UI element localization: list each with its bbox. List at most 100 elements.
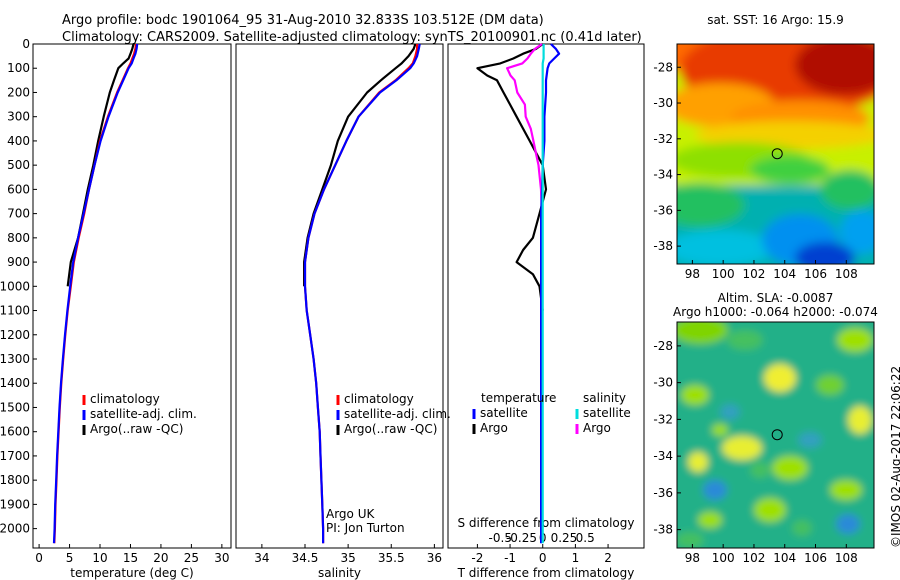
sst-map-panel: 98 100 102 104 106 108 -28 -30 -32 -34 -36 -38 sat. … bbox=[653, 13, 875, 281]
argo-location-marker bbox=[771, 429, 783, 441]
sst-color-patch bbox=[677, 183, 745, 227]
x-top-tick-label: -0.25 bbox=[506, 531, 537, 545]
argo-salinity-diff-line bbox=[506, 43, 544, 311]
legend-label: Argo(..raw -QC) bbox=[344, 422, 437, 436]
climatology-temperature-line bbox=[53, 43, 138, 544]
y-tick-label: -30 bbox=[653, 376, 673, 390]
x-tick-label: 35 bbox=[340, 551, 355, 565]
difference-panel: -2 -1 0 1 2-0.5-0.25 0 0.250.5S difference fro… bbox=[447, 43, 645, 580]
sla-color-patch bbox=[727, 330, 763, 350]
sst-field-blur bbox=[677, 44, 874, 264]
x-axis-title-top: S difference from climatology bbox=[458, 516, 635, 530]
sla-color-patch bbox=[754, 498, 786, 522]
legend-label: satellite-adj. clim. bbox=[90, 407, 197, 421]
x-tick-label: 30 bbox=[214, 551, 229, 565]
x-axis-title: temperature (deg C) bbox=[70, 566, 193, 580]
satellite-salinity-diff-line bbox=[541, 44, 545, 544]
x-tick-label: 106 bbox=[804, 551, 827, 565]
sla-color-patch bbox=[677, 532, 704, 548]
y-tick-label: -36 bbox=[653, 203, 673, 217]
y-tick-label: 300 bbox=[7, 110, 30, 124]
sla-color-patch bbox=[816, 375, 844, 395]
sla-color-patch bbox=[703, 480, 727, 500]
x-tick-label: 2 bbox=[604, 551, 612, 565]
x-tick-label: 102 bbox=[743, 267, 766, 281]
sst-color-patch bbox=[820, 170, 874, 210]
x-tick-label: 104 bbox=[773, 551, 796, 565]
y-tick-label: 800 bbox=[7, 231, 30, 245]
sla-color-patch bbox=[798, 432, 822, 448]
sla-map-panel: 98 100 102 104 106 108 -28 -30 -32 -34 -36 -38 Altim… bbox=[653, 291, 878, 565]
y-tick-label: 900 bbox=[7, 255, 30, 269]
sst-color-patch bbox=[795, 242, 855, 264]
legend-label: satellite bbox=[583, 406, 631, 420]
sst-color-patch bbox=[840, 210, 874, 254]
y-tick-label: -28 bbox=[653, 339, 673, 353]
sla-field-blur bbox=[677, 322, 874, 548]
float-annotation: PI: Jon Turton bbox=[326, 521, 405, 535]
y-tick-label: 1400 bbox=[0, 376, 30, 390]
legend-label: Argo bbox=[583, 421, 611, 435]
x-tick-label: -2 bbox=[471, 551, 483, 565]
x-tick-label: 34 bbox=[254, 551, 269, 565]
argo-location-marker bbox=[771, 148, 783, 160]
y-tick-label: -30 bbox=[653, 96, 673, 110]
y-tick-label: -32 bbox=[653, 412, 673, 426]
y-tick-label: 1700 bbox=[0, 449, 30, 463]
plot-frame bbox=[32, 43, 232, 549]
y-tick-label: -28 bbox=[653, 60, 673, 74]
satellite-adj-temperature-line bbox=[52, 43, 139, 544]
sla-map-title-line-2: Argo h1000: -0.064 h2000: -0.074 bbox=[673, 305, 878, 319]
x-tick-label: 98 bbox=[685, 551, 700, 565]
y-tick-label: 1900 bbox=[0, 497, 30, 511]
x-tick-label: 0 bbox=[35, 551, 43, 565]
y-tick-label: -36 bbox=[653, 486, 673, 500]
title-line-2: Climatology: CARS2009. Satellite-adjuste… bbox=[62, 30, 642, 45]
legend-label: Argo bbox=[480, 421, 508, 435]
x-tick-label: 36 bbox=[427, 551, 442, 565]
legend-label: Argo(..raw -QC) bbox=[90, 422, 183, 436]
satellite-adj-salinity-line bbox=[303, 43, 421, 544]
map-frame bbox=[676, 43, 875, 265]
sla-color-patch bbox=[681, 385, 709, 405]
x-axis-title: T difference from climatology bbox=[457, 566, 635, 580]
y-tick-label: 0 bbox=[22, 37, 30, 51]
x-top-tick-label: 0.5 bbox=[576, 531, 595, 545]
x-tick-label: 102 bbox=[743, 551, 766, 565]
y-tick-label: -32 bbox=[653, 132, 673, 146]
x-tick-label: 20 bbox=[153, 551, 168, 565]
x-tick-label: 5 bbox=[66, 551, 74, 565]
sst-color-patch bbox=[750, 156, 830, 184]
x-tick-label: 104 bbox=[773, 267, 796, 281]
legend-label: satellite-adj. clim. bbox=[344, 407, 451, 421]
sst-color-patch bbox=[677, 230, 775, 264]
x-tick-label: 100 bbox=[712, 267, 735, 281]
x-tick-label: 108 bbox=[835, 267, 858, 281]
sst-map-title: sat. SST: 16 Argo: 15.9 bbox=[707, 13, 844, 27]
y-tick-label: -34 bbox=[653, 168, 673, 182]
legend-title-temperature: temperature bbox=[481, 391, 556, 405]
map-frame bbox=[676, 321, 875, 549]
x-top-tick-label: 0.25 bbox=[551, 531, 578, 545]
x-tick-label: 15 bbox=[123, 551, 138, 565]
sla-map-title-line-1: Altim. SLA: -0.0087 bbox=[718, 291, 834, 305]
argo-temperature-diff-line bbox=[476, 43, 548, 311]
x-tick-label: -1 bbox=[504, 551, 516, 565]
sst-field bbox=[677, 44, 874, 264]
y-tick-label: 1100 bbox=[0, 304, 30, 318]
y-tick-label: 1200 bbox=[0, 328, 30, 342]
x-axis-title: salinity bbox=[318, 566, 361, 580]
y-tick-label: 1500 bbox=[0, 400, 30, 414]
argo-salinity-line bbox=[303, 43, 417, 287]
sla-color-patch bbox=[830, 480, 862, 500]
y-tick-label: 100 bbox=[7, 61, 30, 75]
sla-color-patch bbox=[720, 404, 740, 420]
sla-color-patch bbox=[792, 520, 812, 536]
y-tick-label: 400 bbox=[7, 134, 30, 148]
x-top-tick-label: -0.5 bbox=[489, 531, 512, 545]
sla-color-patch bbox=[712, 424, 728, 436]
sla-color-patch bbox=[837, 328, 873, 352]
y-tick-label: -38 bbox=[653, 523, 673, 537]
sla-color-patch bbox=[772, 456, 808, 480]
x-tick-label: 0 bbox=[539, 551, 547, 565]
